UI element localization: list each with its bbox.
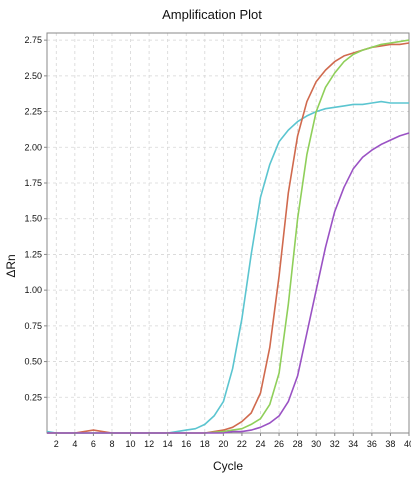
x-tick-label: 34 [348, 439, 358, 449]
x-tick-label: 6 [91, 439, 96, 449]
x-tick-label: 24 [255, 439, 265, 449]
y-tick-label: 1.50 [24, 214, 42, 224]
x-tick-label: 16 [181, 439, 191, 449]
y-tick-label: 0.50 [24, 357, 42, 367]
x-tick-label: 22 [237, 439, 247, 449]
y-tick-label: 0.75 [24, 321, 42, 331]
x-tick-label: 20 [218, 439, 228, 449]
x-tick-label: 30 [311, 439, 321, 449]
x-axis-label: Cycle [213, 459, 243, 473]
y-tick-labels: 0.25 0.50 0.75 1.00 1.25 1.50 1.75 2.00 2.25 2.50… [24, 35, 47, 402]
x-tick-label: 18 [200, 439, 210, 449]
x-tick-label: 38 [385, 439, 395, 449]
y-tick-label: 2.00 [24, 142, 42, 152]
y-axis-label: ΔRn [4, 254, 18, 277]
grid-lines [47, 33, 410, 433]
x-tick-label: 10 [126, 439, 136, 449]
y-tick-label: 1.00 [24, 285, 42, 295]
y-tick-label: 1.75 [24, 178, 42, 188]
x-tick-label: 36 [367, 439, 377, 449]
x-tick-label: 12 [144, 439, 154, 449]
x-tick-label: 14 [163, 439, 173, 449]
x-tick-label: 32 [330, 439, 340, 449]
y-tick-label: 0.25 [24, 392, 42, 402]
y-tick-label: 2.75 [24, 35, 42, 45]
x-tick-label: 26 [274, 439, 284, 449]
y-tick-label: 2.25 [24, 107, 42, 117]
y-tick-label: 1.25 [24, 249, 42, 259]
x-tick-label: 2 [54, 439, 59, 449]
x-tick-label: 8 [109, 439, 114, 449]
y-tick-label: 2.50 [24, 71, 42, 81]
series-line-3 [47, 39, 410, 434]
x-tick-label: 4 [72, 439, 77, 449]
x-tick-label: 28 [293, 439, 303, 449]
chart-title: Amplification Plot [162, 7, 262, 22]
x-tick-label: 40 [404, 439, 411, 449]
